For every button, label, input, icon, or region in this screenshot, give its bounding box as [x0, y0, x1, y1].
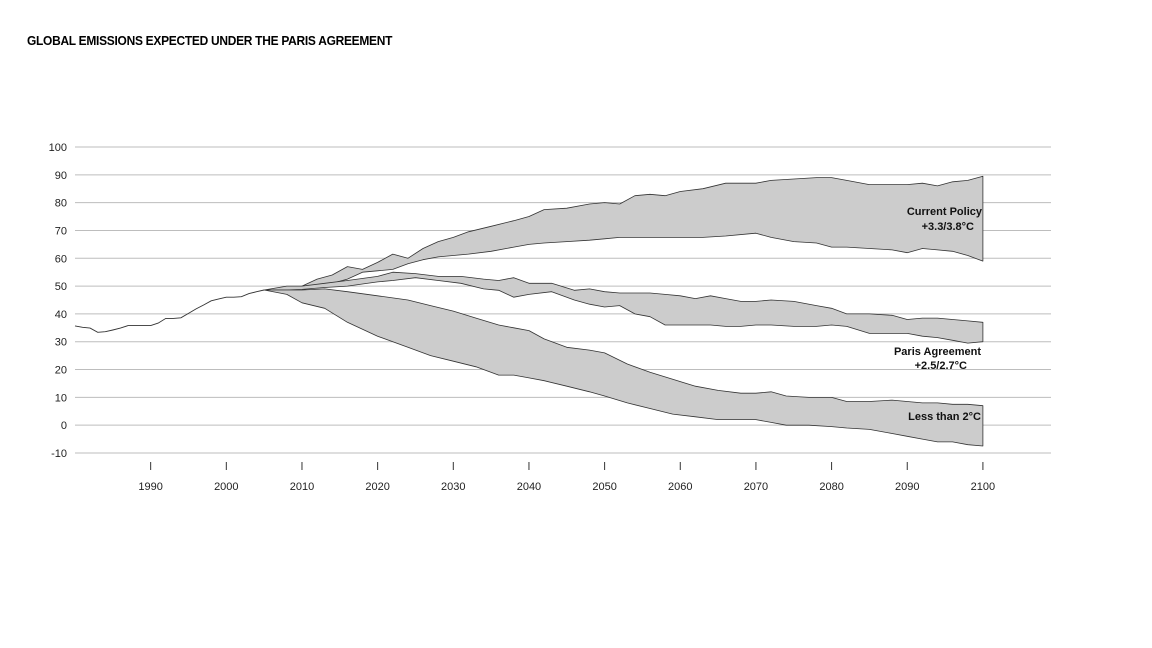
x-tick-label: 2070: [744, 481, 768, 493]
annotations: Current Policy +3.3/3.8°C Paris Agreemen…: [894, 206, 983, 423]
y-tick-label: 100: [49, 142, 67, 154]
x-tick-label: 2010: [290, 481, 314, 493]
y-tick-label: 80: [55, 198, 67, 210]
x-tick-label: 2040: [517, 481, 541, 493]
x-tick-label: 2060: [668, 481, 692, 493]
x-tick-label: 2000: [214, 481, 238, 493]
bands: [263, 175, 984, 447]
current-policy-temp: +3.3/3.8°C: [922, 221, 974, 233]
x-tick-label: 2100: [971, 481, 995, 493]
historical-emissions-line: [74, 289, 265, 333]
y-tick-label: 40: [55, 309, 67, 321]
x-tick-label: 2080: [819, 481, 843, 493]
paris-agreement-band: [263, 271, 984, 344]
y-tick-label: 50: [55, 281, 67, 293]
y-tick-label: -10: [51, 448, 67, 460]
x-axis: 1990 2000 2010 2020 2030 2040 2050 2060 2070 2080…: [138, 462, 995, 493]
y-tick-label: 90: [55, 170, 67, 182]
x-tick-label: 2030: [441, 481, 465, 493]
y-tick-label: 60: [55, 253, 67, 265]
x-tick-label: 2090: [895, 481, 919, 493]
y-tick-label: 20: [55, 365, 67, 377]
historical-series: [74, 289, 265, 333]
x-tick-label: 1990: [138, 481, 162, 493]
paris-agreement-temp: +2.5/2.7°C: [915, 360, 967, 372]
y-tick-label: 30: [55, 337, 67, 349]
chart-title: GLOBAL EMISSIONS EXPECTED UNDER THE PARI…: [27, 33, 393, 48]
current-policy-label: Current Policy: [907, 206, 983, 218]
y-tick-label: 10: [55, 392, 67, 404]
y-tick-label: 0: [61, 420, 67, 432]
less-than-2c-label: Less than 2°C: [908, 411, 981, 423]
current-policy-band: [301, 175, 984, 287]
less-than-2c-band: [263, 288, 984, 447]
y-tick-label: 70: [55, 225, 67, 237]
paris-agreement-label: Paris Agreement: [894, 346, 981, 358]
x-tick-label: 2020: [365, 481, 389, 493]
x-tick-label: 2050: [592, 481, 616, 493]
